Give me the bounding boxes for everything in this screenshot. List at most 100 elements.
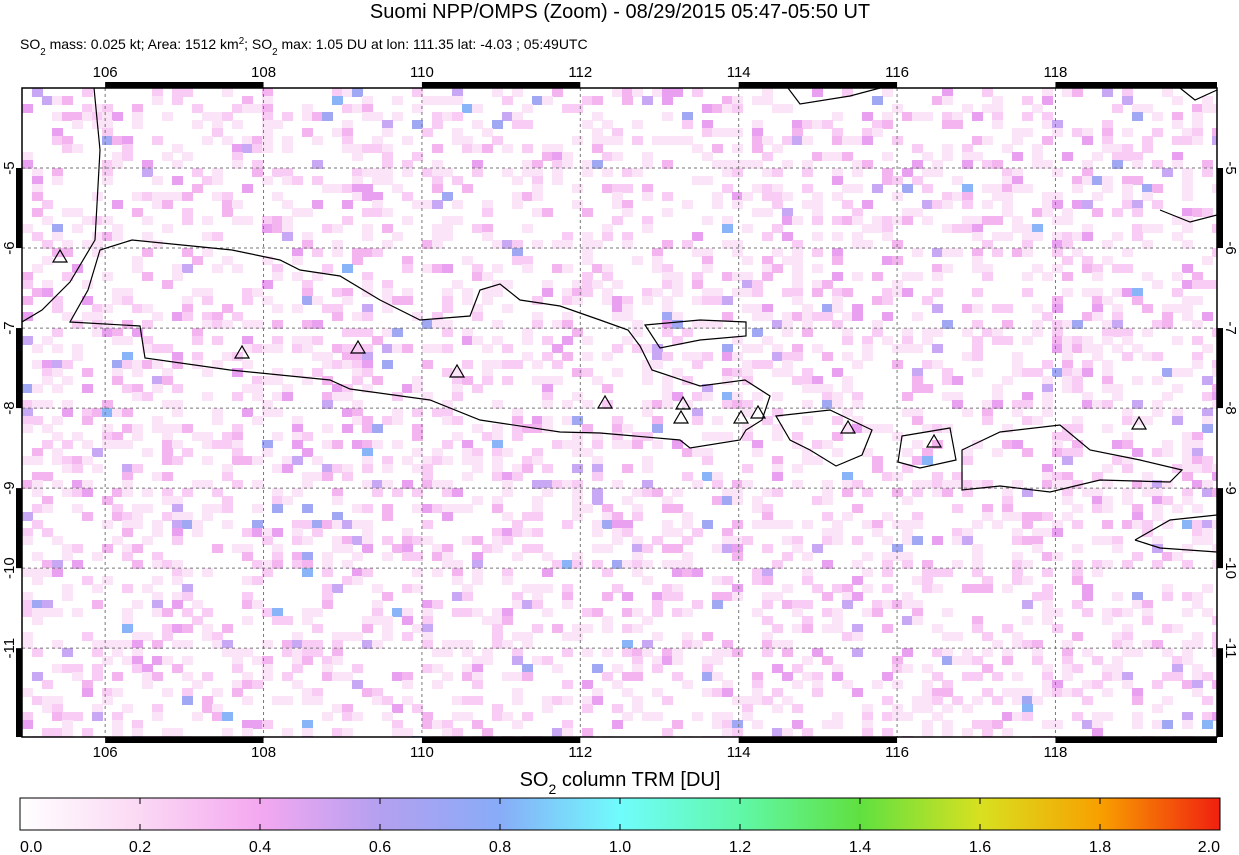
so2-pixel [372, 144, 383, 153]
so2-pixel [352, 680, 363, 689]
so2-pixel [442, 488, 453, 497]
so2-pixel [1022, 392, 1033, 401]
so2-pixel [632, 552, 643, 561]
so2-pixel [432, 96, 443, 105]
so2-pixel [362, 616, 373, 625]
so2-pixel [142, 248, 153, 257]
so2-pixel [822, 384, 833, 393]
so2-pixel [1042, 512, 1053, 521]
so2-pixel [282, 200, 293, 209]
so2-pixel [152, 608, 163, 617]
so2-pixel [422, 504, 433, 513]
so2-pixel [922, 480, 933, 489]
so2-pixel [1082, 344, 1093, 353]
so2-pixel [912, 176, 923, 185]
so2-pixel [432, 568, 443, 577]
so2-pixel [1092, 400, 1103, 409]
so2-pixel [792, 624, 803, 633]
so2-pixel [612, 200, 623, 209]
so2-pixel [832, 128, 843, 137]
so2-pixel [1082, 288, 1093, 297]
frame-bar [1055, 82, 1217, 88]
so2-pixel [242, 296, 253, 305]
so2-pixel [22, 384, 33, 393]
so2-pixel [412, 152, 423, 161]
so2-pixel [1062, 512, 1073, 521]
so2-pixel [762, 152, 773, 161]
so2-pixel [1072, 560, 1083, 569]
so2-pixel [292, 456, 303, 465]
so2-pixel [152, 96, 163, 105]
so2-pixel [1202, 208, 1213, 217]
so2-pixel [722, 648, 733, 657]
so2-pixel [382, 552, 393, 561]
so2-pixel [322, 584, 333, 593]
so2-pixel [322, 264, 333, 273]
so2-pixel [92, 672, 103, 681]
so2-pixel [982, 400, 993, 409]
so2-pixel [172, 640, 183, 649]
so2-pixel [1112, 312, 1123, 321]
so2-pixel [162, 608, 173, 617]
so2-pixel [482, 288, 493, 297]
so2-pixel [52, 416, 63, 425]
so2-pixel [82, 440, 93, 449]
so2-pixel [622, 608, 633, 617]
so2-pixel [1122, 432, 1133, 441]
so2-pixel [1032, 592, 1043, 601]
so2-pixel [112, 720, 123, 729]
so2-pixel [232, 120, 243, 129]
so2-pixel [732, 288, 743, 297]
so2-pixel [522, 336, 533, 345]
so2-pixel [302, 448, 313, 457]
so2-pixel [172, 512, 183, 521]
so2-pixel [222, 728, 233, 737]
so2-pixel [422, 320, 433, 329]
so2-pixel [932, 304, 943, 313]
so2-pixel [1012, 560, 1023, 569]
so2-pixel [562, 104, 573, 113]
so2-pixel [1062, 496, 1073, 505]
so2-pixel [972, 216, 983, 225]
colorbar-tick-label: 1.6 [969, 839, 991, 855]
so2-pixel [1122, 440, 1133, 449]
so2-pixel [392, 184, 403, 193]
so2-pixel [632, 648, 643, 657]
so2-pixel [62, 208, 73, 217]
so2-pixel [292, 304, 303, 313]
so2-pixel [472, 304, 483, 313]
so2-pixel [572, 392, 583, 401]
so2-pixel [752, 392, 763, 401]
so2-pixel [382, 304, 393, 313]
so2-pixel [492, 536, 503, 545]
so2-pixel [132, 328, 143, 337]
text-part: 2 [239, 36, 244, 47]
so2-pixel [1042, 464, 1053, 473]
so2-pixel [142, 168, 153, 177]
so2-pixel [1132, 448, 1143, 457]
so2-pixel [322, 112, 333, 121]
so2-pixel [812, 288, 823, 297]
so2-pixel [1072, 712, 1083, 721]
text-part: mass: 0.025 kt; Area: 1512 km [46, 36, 239, 52]
so2-pixel [932, 328, 943, 337]
so2-pixel [1102, 504, 1113, 513]
so2-pixel [1132, 592, 1143, 601]
frame [21, 87, 1218, 738]
so2-pixel [312, 648, 323, 657]
so2-pixel [792, 136, 803, 145]
so2-pixel [662, 560, 673, 569]
so2-pixel [932, 424, 943, 433]
so2-pixel [1202, 96, 1213, 105]
so2-pixel [352, 408, 363, 417]
so2-pixel [882, 296, 893, 305]
so2-pixel [1092, 272, 1103, 281]
so2-pixel [362, 232, 373, 241]
so2-pixel [272, 552, 283, 561]
so2-pixel [372, 616, 383, 625]
so2-pixel [132, 720, 143, 729]
so2-pixel [542, 704, 553, 713]
so2-pixel [72, 112, 83, 121]
so2-pixel [842, 424, 853, 433]
so2-pixel [362, 528, 373, 537]
